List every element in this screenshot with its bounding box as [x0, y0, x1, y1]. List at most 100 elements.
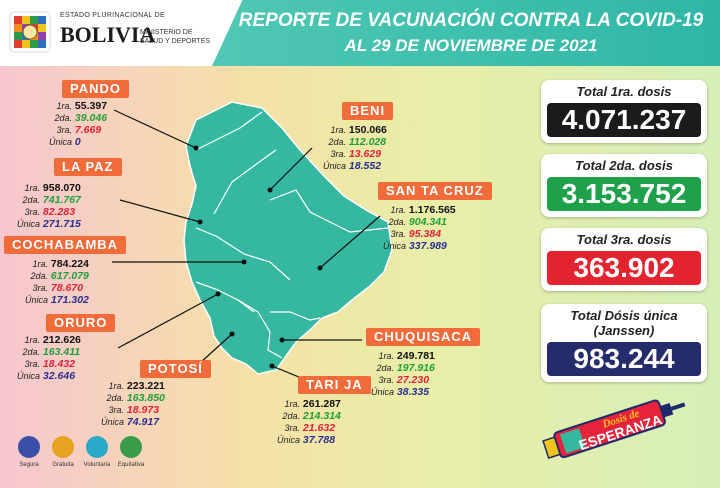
shield-icon	[18, 436, 40, 458]
label-d2: 2da.	[376, 363, 394, 373]
label-d2: 2da.	[328, 137, 346, 147]
pando-d3: 7.669	[74, 124, 102, 136]
chuquisaca-unica: 38.335	[396, 386, 430, 398]
oruro-unica: 32.646	[42, 370, 76, 382]
department-borders	[195, 111, 389, 359]
label-unica: Única	[370, 387, 394, 397]
tarija-d3: 21.632	[302, 422, 336, 434]
stats-pando: 1ra. 55.397 2da. 39.046 3ra. 7.669 Única…	[44, 100, 107, 148]
report-title: REPORTE DE VACUNACIÓN CONTRA LA COVID-19	[238, 10, 704, 31]
santacruz-unica: 337.989	[408, 240, 447, 252]
balance-icon	[120, 436, 142, 458]
stats-lapaz: 1ra. 958.070 2da. 741.767 3ra. 82.283 Ún…	[12, 182, 81, 230]
footer-label-segura: Segura	[19, 462, 39, 468]
total-value-unica: 983.244	[547, 342, 701, 376]
stats-santacruz: 1ra. 1.176.565 2da. 904.341 3ra. 95.384 …	[378, 204, 456, 252]
label-unica: Única	[276, 435, 300, 445]
label-d1: 1ra.	[284, 399, 300, 409]
region-tag-potosi: POTOSÍ	[140, 360, 211, 378]
label-d1: 1ra.	[56, 101, 72, 111]
tarija-d1: 261.287	[302, 398, 341, 410]
cochabamba-d2: 617.079	[50, 270, 89, 282]
santacruz-d2: 904.341	[408, 216, 447, 228]
tarija-d2: 214.314	[302, 410, 341, 422]
oruro-d1: 212.626	[42, 334, 81, 346]
cochabamba-d3: 78.670	[50, 282, 84, 294]
label-d1: 1ra.	[378, 351, 394, 361]
label-d3: 3ra.	[56, 125, 72, 135]
oruro-d3: 18.432	[42, 358, 76, 370]
header-band	[212, 0, 720, 66]
total-title-unica: Total Dósis única	[570, 308, 678, 323]
tarija-unica: 37.788	[302, 434, 336, 446]
label-unica: Única	[322, 161, 346, 171]
label-d2: 2da.	[54, 113, 72, 123]
beni-d1: 150.066	[348, 124, 387, 136]
coat-of-arms-icon	[9, 11, 51, 53]
label-d2: 2da.	[22, 347, 40, 357]
total-subtitle-unica: (Janssen)	[593, 323, 655, 338]
stats-oruro: 1ra. 212.626 2da. 163.411 3ra. 18.432 Ún…	[12, 334, 81, 382]
label-unica: Única	[382, 241, 406, 251]
label-unica: Única	[24, 295, 48, 305]
total-card-d1: Total 1ra. dosis 4.071.237	[541, 80, 707, 143]
footer-label-equitativa: Equitativa	[117, 462, 145, 468]
total-title-d3: Total 3ra. dosis	[576, 232, 672, 247]
region-tag-pando: PANDO	[62, 80, 129, 98]
santacruz-d1: 1.176.565	[408, 204, 456, 216]
bolivia-text: BOLIVIA	[60, 22, 156, 47]
label-d3: 3ra.	[378, 375, 394, 385]
cochabamba-unica: 171.302	[50, 294, 89, 306]
pando-d2: 39.046	[74, 112, 108, 124]
label-unica: Única	[100, 417, 124, 427]
header: ESTADO PLURINACIONAL DE BOLIVIA MINISTER…	[0, 0, 720, 66]
potosi-d1: 223.221	[126, 380, 165, 392]
total-card-d3: Total 3ra. dosis 363.902	[541, 228, 707, 291]
ministerio-line2: SALUD Y DEPORTES	[140, 38, 211, 45]
total-card-d2: Total 2da. dosis 3.153.752	[541, 154, 707, 217]
total-value-d3: 363.902	[547, 251, 701, 285]
pando-d1: 55.397	[74, 100, 108, 112]
label-unica: Única	[16, 371, 40, 381]
beni-unica: 18.552	[348, 160, 382, 172]
syringe-badge-icon: Dosis de ESPERANZA	[542, 399, 686, 460]
label-d1: 1ra.	[32, 259, 48, 269]
label-d3: 3ra.	[284, 423, 300, 433]
footer-label-gratuita: Gratuita	[52, 462, 74, 468]
region-tag-oruro: ORURO	[46, 314, 116, 332]
potosi-unica: 74.917	[126, 416, 160, 428]
total-title-d2: Total 2da. dosis	[575, 158, 673, 173]
region-tag-santacruz: SAN TA CRUZ	[378, 182, 492, 200]
label-d1: 1ra.	[330, 125, 346, 135]
lapaz-unica: 271.715	[42, 218, 81, 230]
label-d2: 2da.	[30, 271, 48, 281]
cochabamba-d1: 784.224	[50, 258, 89, 270]
chuquisaca-d1: 249.781	[396, 350, 435, 362]
label-d3: 3ra.	[32, 283, 48, 293]
ministerio-line1: MINISTERIO DE	[140, 29, 193, 36]
total-card-unica: Total Dósis única (Janssen) 983.244	[541, 304, 707, 382]
label-d2: 2da.	[388, 217, 406, 227]
estado-text: ESTADO PLURINACIONAL DE	[60, 12, 165, 19]
label-unica: Única	[16, 219, 40, 229]
label-d3: 3ra.	[330, 149, 346, 159]
beni-d2: 112.028	[348, 136, 387, 148]
lapaz-d2: 741.767	[42, 194, 81, 206]
label-d1: 1ra.	[108, 381, 124, 391]
region-tag-beni: BENI	[342, 102, 394, 120]
label-d1: 1ra.	[24, 335, 40, 345]
region-tag-lapaz: LA PAZ	[54, 158, 122, 176]
potosi-d3: 18.973	[126, 404, 160, 416]
lapaz-d1: 958.070	[42, 182, 81, 194]
label-d3: 3ra.	[24, 207, 40, 217]
person-icon	[86, 436, 108, 458]
total-title-d1: Total 1ra. dosis	[576, 84, 672, 99]
label-d2: 2da.	[22, 195, 40, 205]
label-d2: 2da.	[106, 393, 124, 403]
label-d1: 1ra.	[390, 205, 406, 215]
beni-d3: 13.629	[348, 148, 382, 160]
label-unica: Única	[48, 137, 72, 147]
chuquisaca-d3: 27.230	[396, 374, 430, 386]
stats-cochabamba: 1ra. 784.224 2da. 617.079 3ra. 78.670 Ún…	[20, 258, 89, 306]
